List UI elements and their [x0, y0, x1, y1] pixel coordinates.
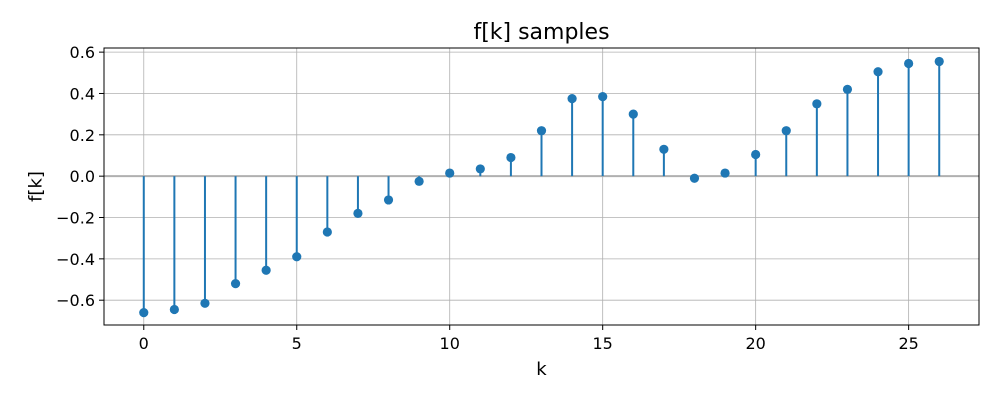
x-tick-label: 25 — [898, 334, 918, 353]
y-axis-ticks: −0.6 −0.4 −0.2 0.0 0.2 0.4 0.6 — [56, 43, 104, 310]
stem-marker — [781, 126, 791, 136]
stem-marker — [445, 168, 455, 178]
stems — [142, 61, 941, 313]
stem-marker — [200, 298, 210, 308]
stem-marker — [934, 56, 944, 67]
stem-marker — [628, 109, 638, 119]
markers — [139, 56, 944, 318]
x-tick-label: 5 — [292, 334, 302, 353]
stem-marker — [261, 265, 271, 275]
stem-marker — [873, 67, 883, 77]
stem-marker — [169, 304, 179, 315]
stem-marker — [414, 176, 424, 186]
y-tick-label: −0.2 — [56, 209, 95, 228]
stem-marker — [292, 252, 302, 262]
x-tick-label: 0 — [139, 334, 149, 353]
stem-marker — [812, 99, 822, 109]
x-tick-label: 10 — [440, 334, 460, 353]
stem-marker — [230, 279, 241, 289]
y-axis-label: f[k] — [25, 171, 46, 202]
plot-frame — [103, 47, 980, 326]
stem-marker — [139, 307, 149, 318]
x-tick-label: 20 — [745, 334, 765, 353]
y-tick-label: 0.6 — [70, 43, 95, 62]
y-tick-label: −0.4 — [56, 250, 95, 269]
x-tick-label: 15 — [593, 334, 613, 353]
stem-marker — [322, 227, 332, 237]
y-tick-label: 0.4 — [70, 84, 95, 103]
stem-marker — [659, 144, 669, 154]
stem-marker — [720, 168, 730, 178]
stem-marker — [567, 94, 577, 104]
stem-marker — [904, 58, 914, 69]
y-tick-label: −0.6 — [56, 291, 95, 310]
y-tick-label: 0.0 — [70, 167, 95, 186]
x-axis-label: k — [536, 359, 547, 380]
stem-marker — [751, 149, 761, 160]
stem-marker — [536, 126, 547, 136]
stem-marker — [383, 195, 394, 205]
chart-title: f[k] samples — [473, 20, 609, 45]
stem-marker — [353, 208, 363, 218]
stem-marker — [506, 152, 516, 163]
stem-marker — [475, 164, 485, 174]
stem-marker — [689, 173, 700, 183]
stem-marker — [842, 84, 853, 94]
stem-marker — [598, 91, 608, 102]
y-tick-label: 0.2 — [70, 126, 95, 145]
x-axis-ticks: 0 5 10 15 20 25 — [139, 325, 919, 353]
